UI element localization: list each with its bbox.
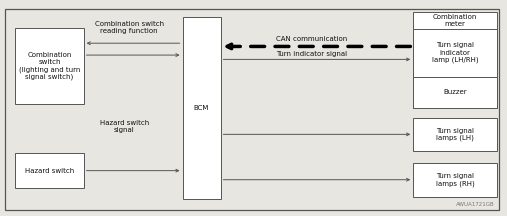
- Bar: [413, 163, 497, 197]
- Text: Combination
switch
(lighting and turn
signal switch): Combination switch (lighting and turn si…: [19, 51, 80, 80]
- Text: BCM: BCM: [194, 105, 209, 111]
- Text: Hazard switch: Hazard switch: [25, 168, 74, 174]
- Text: Combination switch
reading function: Combination switch reading function: [95, 21, 164, 34]
- Bar: [413, 12, 497, 108]
- Text: Buzzer: Buzzer: [443, 89, 467, 95]
- Text: Hazard switch
signal: Hazard switch signal: [99, 120, 149, 133]
- Bar: [413, 118, 497, 151]
- Bar: [413, 77, 497, 108]
- Text: Turn signal
lamps (RH): Turn signal lamps (RH): [436, 173, 475, 187]
- Bar: [15, 28, 84, 104]
- Text: Turn signal
indicator
lamp (LH/RH): Turn signal indicator lamp (LH/RH): [432, 42, 478, 64]
- Text: CAN communication: CAN communication: [276, 36, 347, 42]
- Text: Turn indicator signal: Turn indicator signal: [276, 51, 347, 57]
- Bar: [413, 29, 497, 77]
- Text: Turn signal
lamps (LH): Turn signal lamps (LH): [436, 128, 474, 141]
- Bar: [183, 17, 221, 199]
- Bar: [15, 153, 84, 188]
- Text: Combination
meter: Combination meter: [433, 14, 477, 27]
- Text: AWUA1721GB: AWUA1721GB: [456, 202, 494, 207]
